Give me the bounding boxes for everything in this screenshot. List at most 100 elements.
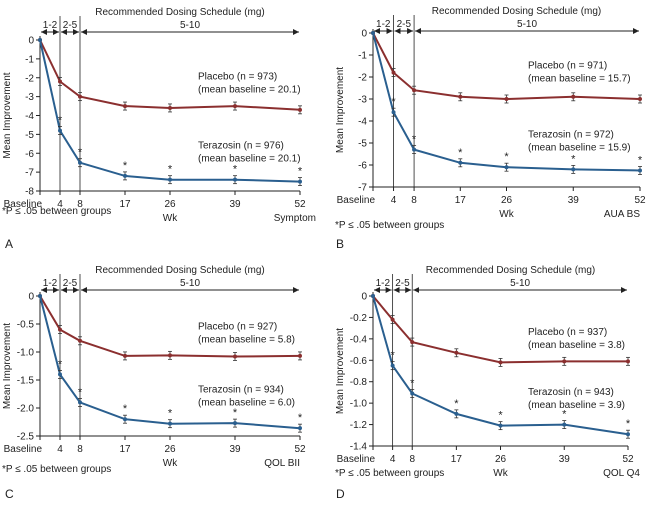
- x-tick-label: 8: [77, 444, 83, 455]
- significance-star: *: [458, 147, 463, 159]
- x-tick-label: 17: [451, 454, 463, 465]
- series-label-terazosin: Terazosin (n = 943): [528, 387, 614, 398]
- y-tick-label: -2: [358, 73, 367, 84]
- x-tick-label: 52: [634, 195, 646, 206]
- data-point-terazosin: [371, 294, 375, 298]
- y-tick-label: -7: [25, 168, 34, 179]
- panel-letter: B: [336, 237, 344, 251]
- series-label-placebo: Placebo (n = 927): [198, 322, 277, 333]
- data-point-terazosin: [58, 128, 62, 133]
- data-point-placebo: [410, 340, 415, 345]
- data-point-placebo: [562, 359, 567, 364]
- x-tick-label: 17: [455, 195, 467, 206]
- significance-star: *: [454, 398, 459, 410]
- panel-letter: D: [336, 487, 345, 501]
- x-tick-label: 39: [559, 454, 571, 465]
- series-baseline-terazosin: (mean baseline = 15.9): [528, 143, 631, 154]
- data-point-terazosin: [571, 167, 576, 172]
- data-point-placebo: [233, 354, 237, 359]
- data-point-placebo: [390, 317, 395, 322]
- data-point-terazosin: [233, 421, 237, 426]
- series-label-placebo: Placebo (n = 937): [528, 327, 607, 338]
- x-tick-label: 8: [411, 195, 417, 206]
- data-point-terazosin: [38, 294, 42, 298]
- schedule-segment-label: 1-2: [376, 278, 391, 289]
- x-tick-label: 39: [229, 199, 241, 210]
- x-tick-label: 17: [119, 199, 131, 210]
- significance-star: *: [58, 358, 63, 370]
- significance-star: *: [390, 350, 395, 362]
- x-axis-label: Wk: [163, 458, 178, 469]
- significance-star: *: [571, 153, 576, 165]
- x-tick-label: 4: [391, 195, 397, 206]
- data-point-terazosin: [638, 168, 642, 173]
- x-tick-label: Baseline: [4, 444, 43, 455]
- data-point-terazosin: [410, 391, 415, 396]
- series-label-terazosin: Terazosin (n = 976): [198, 141, 284, 152]
- schedule-segment-label: 5-10: [180, 278, 200, 289]
- schedule-segment-label: 2-5: [397, 19, 412, 30]
- data-point-placebo: [168, 105, 172, 110]
- x-tick-label: 39: [568, 195, 580, 206]
- significance-star: *: [498, 410, 503, 422]
- data-point-terazosin: [458, 160, 463, 165]
- data-point-placebo: [58, 327, 62, 332]
- x-axis-label: Wk: [163, 213, 178, 224]
- data-point-terazosin: [562, 422, 567, 427]
- schedule-title: Recommended Dosing Schedule (mg): [95, 265, 265, 276]
- y-tick-label: -1.5: [17, 376, 35, 387]
- x-tick-label: 39: [229, 444, 241, 455]
- x-tick-label: 52: [294, 444, 306, 455]
- significance-star: *: [233, 164, 238, 176]
- y-tick-label: -5: [25, 130, 34, 141]
- panel-letter: A: [5, 237, 13, 251]
- x-tick-label: 52: [622, 454, 634, 465]
- y-tick-label: -1.2: [350, 420, 368, 431]
- data-point-terazosin: [168, 177, 172, 182]
- data-point-terazosin: [38, 38, 42, 42]
- y-tick-label: -4: [25, 111, 34, 122]
- y-tick-label: -0.6: [350, 356, 368, 367]
- schedule-segment-label: 2-5: [63, 278, 78, 289]
- schedule-title: Recommended Dosing Schedule (mg): [95, 7, 265, 18]
- data-point-placebo: [391, 70, 396, 75]
- series-baseline-placebo: (mean baseline = 5.8): [198, 335, 295, 346]
- y-tick-label: -5: [358, 139, 367, 150]
- data-point-terazosin: [233, 177, 237, 182]
- panel-letter: C: [5, 487, 14, 501]
- x-tick-label: 4: [57, 444, 63, 455]
- y-tick-label: -1: [25, 54, 34, 65]
- y-tick-label: -2: [25, 73, 34, 84]
- y-tick-label: 0: [361, 292, 367, 303]
- schedule-title: Recommended Dosing Schedule (mg): [432, 6, 602, 17]
- significance-star: *: [168, 408, 173, 420]
- data-point-placebo: [412, 88, 417, 93]
- y-tick-label: -1.0: [17, 348, 35, 359]
- schedule-segment-label: 5-10: [180, 20, 200, 31]
- significance-star: *: [638, 155, 643, 167]
- schedule-segment-label: 1-2: [43, 278, 58, 289]
- significance-star: *: [233, 407, 238, 419]
- data-point-terazosin: [390, 363, 395, 368]
- y-tick-label: -0.8: [350, 377, 368, 388]
- y-tick-label: -1.4: [350, 442, 368, 453]
- significance-star: *: [123, 403, 128, 415]
- x-tick-label: 26: [164, 444, 176, 455]
- data-point-terazosin: [498, 423, 503, 428]
- x-tick-label: Baseline: [337, 195, 376, 206]
- significance-star: *: [626, 418, 631, 430]
- data-point-placebo: [168, 353, 172, 358]
- x-axis-label: Wk: [499, 209, 514, 220]
- significance-star: *: [562, 409, 567, 421]
- data-point-terazosin: [168, 421, 172, 426]
- data-point-placebo: [78, 338, 82, 343]
- y-axis-label: Mean Improvement: [335, 328, 346, 414]
- y-tick-label: -0.4: [350, 334, 368, 345]
- series-label-placebo: Placebo (n = 971): [528, 60, 607, 71]
- significance-star: *: [78, 147, 83, 159]
- x-tick-label: 52: [294, 199, 306, 210]
- schedule-title: Recommended Dosing Schedule (mg): [426, 265, 596, 276]
- data-point-placebo: [454, 350, 459, 355]
- footnote: *P ≤ .05 between groups: [335, 220, 444, 231]
- footnote: *P ≤ .05 between groups: [2, 206, 111, 217]
